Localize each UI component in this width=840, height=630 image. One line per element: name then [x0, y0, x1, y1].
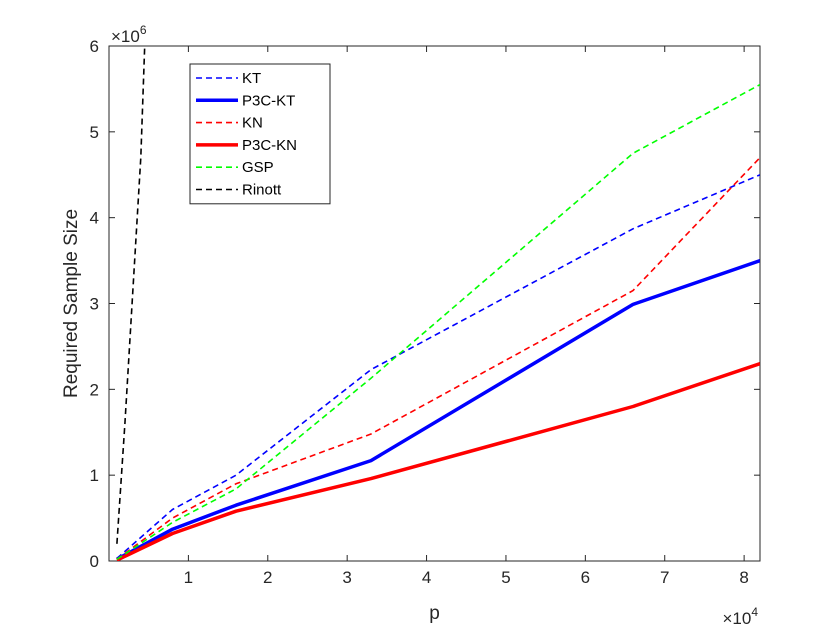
x-tick-label: 2: [263, 568, 272, 587]
series-line-rinott: [116, 46, 146, 544]
y-tick-label: 3: [90, 295, 99, 314]
y-tick-label: 5: [90, 123, 99, 142]
series-line-gsp: [116, 83, 760, 560]
series-line-p3c-kn: [116, 361, 760, 561]
series-group: [116, 46, 760, 561]
y-tick-label: 2: [90, 380, 99, 399]
x-axis-multiplier: ×104: [722, 605, 758, 628]
x-axis-exponent: 4: [751, 605, 758, 619]
x-tick-label: 6: [581, 568, 590, 587]
y-tick-label: 6: [90, 37, 99, 56]
series-line-kn: [116, 157, 760, 560]
x-tick-label: 4: [422, 568, 431, 587]
x-tick-label: 7: [660, 568, 669, 587]
y-axis-exponent: 6: [140, 23, 147, 37]
legend-label-rinott: Rinott: [242, 182, 282, 199]
legend-label-p3c-kt: P3C-KT: [242, 92, 295, 109]
legend-label-p3c-kn: P3C-KN: [242, 137, 297, 154]
y-axis-label: Required Sample Size: [61, 209, 82, 398]
x-axis-label: p: [429, 603, 440, 624]
series-line-kt: [116, 174, 760, 560]
x-tick-label: 5: [501, 568, 510, 587]
legend-label-gsp: GSP: [242, 159, 274, 176]
y-tick-label: 0: [90, 552, 99, 571]
legend-label-kt: KT: [242, 70, 261, 87]
legend-box: [189, 63, 331, 205]
y-tick-label: 4: [90, 209, 99, 228]
x-tick-label: 1: [184, 568, 193, 587]
x-tick-label: 8: [739, 568, 748, 587]
y-tick-label: 1: [90, 466, 99, 485]
legend-label-kn: KN: [242, 115, 263, 132]
series-line-p3c-kt: [116, 258, 760, 561]
y-axis-multiplier: ×106: [111, 23, 147, 46]
x-tick-label: 3: [342, 568, 351, 587]
